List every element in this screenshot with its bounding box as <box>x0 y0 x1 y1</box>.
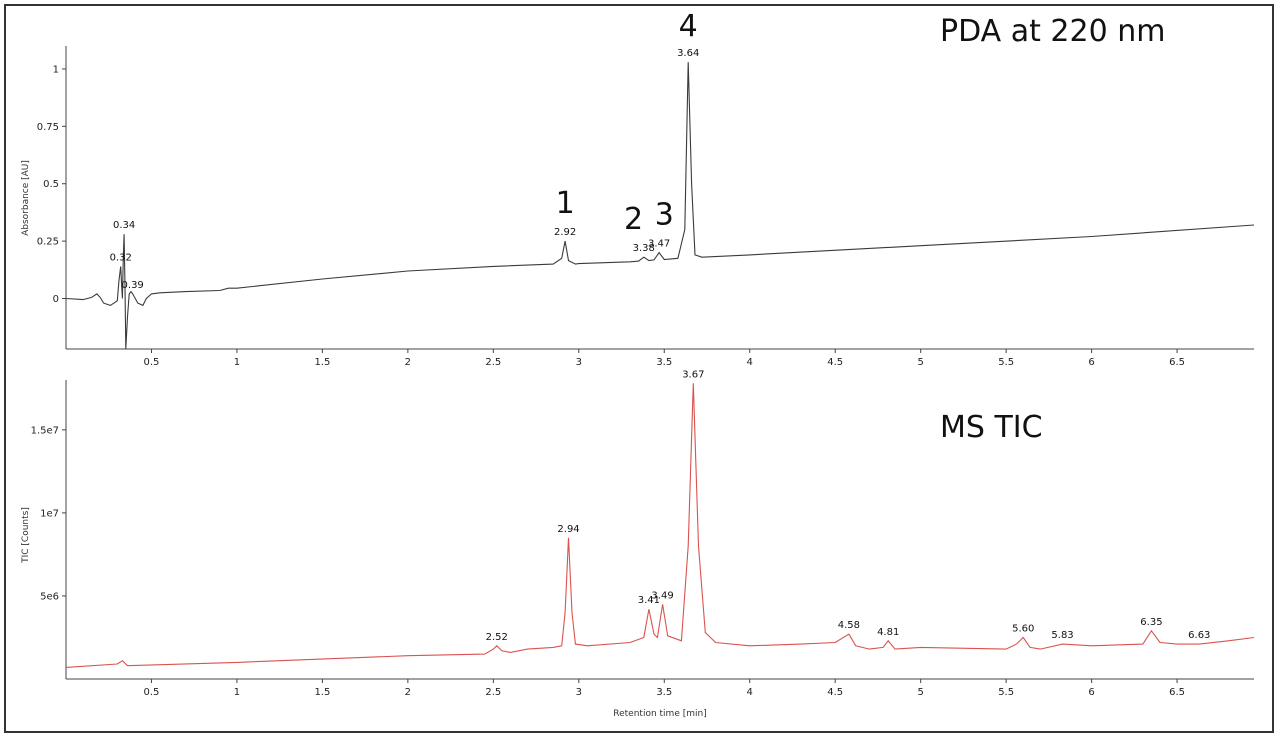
pda-panel: PDA at 220 nm Absorbance [AU] 0.5 1 1.5 2 2.… <box>21 9 1255 368</box>
pda-x-tick-label: 4.5 <box>827 357 843 368</box>
figure-frame <box>4 4 1274 733</box>
pda-x-tick-label: 0.5 <box>144 357 160 368</box>
pda-y-tick-label: 1 <box>53 64 59 75</box>
tic-y-tick-label: 1.5e7 <box>31 425 59 436</box>
tic-peak-label: 5.83 <box>1051 630 1073 641</box>
tic-x-tick-label: 6.5 <box>1169 687 1185 698</box>
tic-x-tick-label: 4 <box>747 687 753 698</box>
pda-peak-label: 2.92 <box>554 227 576 238</box>
pda-peak-number: 1 <box>556 186 575 221</box>
tic-trace <box>65 383 1255 668</box>
pda-x-tick-label: 2.5 <box>485 357 501 368</box>
pda-peak-number: 2 <box>624 202 643 237</box>
tic-x-tick-label: 5.5 <box>998 687 1014 698</box>
tic-peak-label: 3.67 <box>682 369 704 380</box>
tic-x-tick-label: 3.5 <box>656 687 672 698</box>
pda-y-tick-label: 0 <box>53 294 59 305</box>
tic-y-tick-label: 1e7 <box>40 508 59 519</box>
pda-x-tick-label: 5 <box>917 357 923 368</box>
pda-peak-label: 3.64 <box>677 48 699 59</box>
pda-peak-numbers: 1 2 3 4 <box>556 9 698 237</box>
tic-x-tick-label: 2 <box>405 687 411 698</box>
tic-peak-label: 4.81 <box>877 627 899 638</box>
tic-x-tick-label: 2.5 <box>485 687 501 698</box>
x-axis-title: Retention time [min] <box>613 709 706 719</box>
pda-x-ticks: 0.5 1 1.5 2 2.5 3 3.5 4 4.5 5 5.5 6 6.5 <box>144 349 1185 368</box>
pda-y-ticks: 0 0.25 0.5 0.75 1 <box>37 64 66 305</box>
tic-x-ticks: 0.5 1 1.5 2 2.5 3 3.5 4 4.5 5 5.5 6 6.5 <box>144 679 1185 698</box>
pda-x-tick-label: 5.5 <box>998 357 1014 368</box>
pda-x-tick-label: 6 <box>1088 357 1094 368</box>
tic-peak-label: 4.58 <box>838 620 860 631</box>
pda-x-tick-label: 2 <box>405 357 411 368</box>
pda-x-tick-label: 6.5 <box>1169 357 1185 368</box>
tic-x-tick-label: 1.5 <box>314 687 330 698</box>
tic-peak-label: 3.49 <box>651 590 673 601</box>
tic-x-tick-label: 5 <box>917 687 923 698</box>
pda-peak-label: 0.32 <box>110 252 132 263</box>
pda-peak-label: 0.34 <box>113 220 135 231</box>
tic-peak-label: 3.41 <box>638 595 660 606</box>
pda-y-tick-label: 0.5 <box>43 179 59 190</box>
tic-x-tick-label: 1 <box>234 687 240 698</box>
pda-y-tick-label: 0.25 <box>37 237 59 248</box>
pda-x-tick-label: 3 <box>576 357 582 368</box>
tic-x-tick-label: 0.5 <box>144 687 160 698</box>
pda-peak-label: 3.47 <box>648 239 670 250</box>
pda-peak-label: 0.39 <box>122 280 144 291</box>
pda-x-tick-label: 1.5 <box>314 357 330 368</box>
pda-y-axis-title: Absorbance [AU] <box>21 160 31 236</box>
pda-y-tick-label: 0.75 <box>37 122 59 133</box>
pda-x-tick-label: 4 <box>747 357 753 368</box>
tic-panel-title: MS TIC <box>940 410 1043 445</box>
tic-y-ticks: 5e6 1e7 1.5e7 <box>31 425 66 602</box>
tic-y-axis-title: TIC [Counts] <box>21 507 31 564</box>
tic-peak-label: 6.35 <box>1140 617 1162 628</box>
tic-x-tick-label: 3 <box>576 687 582 698</box>
pda-peak-labels: 0.32 0.34 0.39 2.92 3.383.47 3.64 <box>110 48 700 291</box>
pda-x-tick-label: 1 <box>234 357 240 368</box>
pda-panel-title: PDA at 220 nm <box>940 14 1165 49</box>
pda-peak-number: 4 <box>679 9 698 44</box>
tic-y-tick-label: 5e6 <box>40 591 59 602</box>
tic-peak-labels: 2.52 2.94 3.413.49 3.67 4.58 4.81 5.60 5.83 6.35… <box>486 369 1211 642</box>
pda-peak-number: 3 <box>655 198 674 233</box>
tic-panel: MS TIC TIC [Counts] Retention time [min]… <box>21 369 1255 719</box>
pda-x-tick-label: 3.5 <box>656 357 672 368</box>
pda-trace <box>65 62 1255 350</box>
tic-peak-label: 2.52 <box>486 632 508 643</box>
tic-peak-label: 6.63 <box>1188 630 1210 641</box>
tic-x-tick-label: 6 <box>1088 687 1094 698</box>
pda-peak-label: 3.38 <box>633 243 655 254</box>
tic-peak-label: 5.60 <box>1012 623 1034 634</box>
tic-peak-label: 2.94 <box>557 524 579 535</box>
tic-x-tick-label: 4.5 <box>827 687 843 698</box>
